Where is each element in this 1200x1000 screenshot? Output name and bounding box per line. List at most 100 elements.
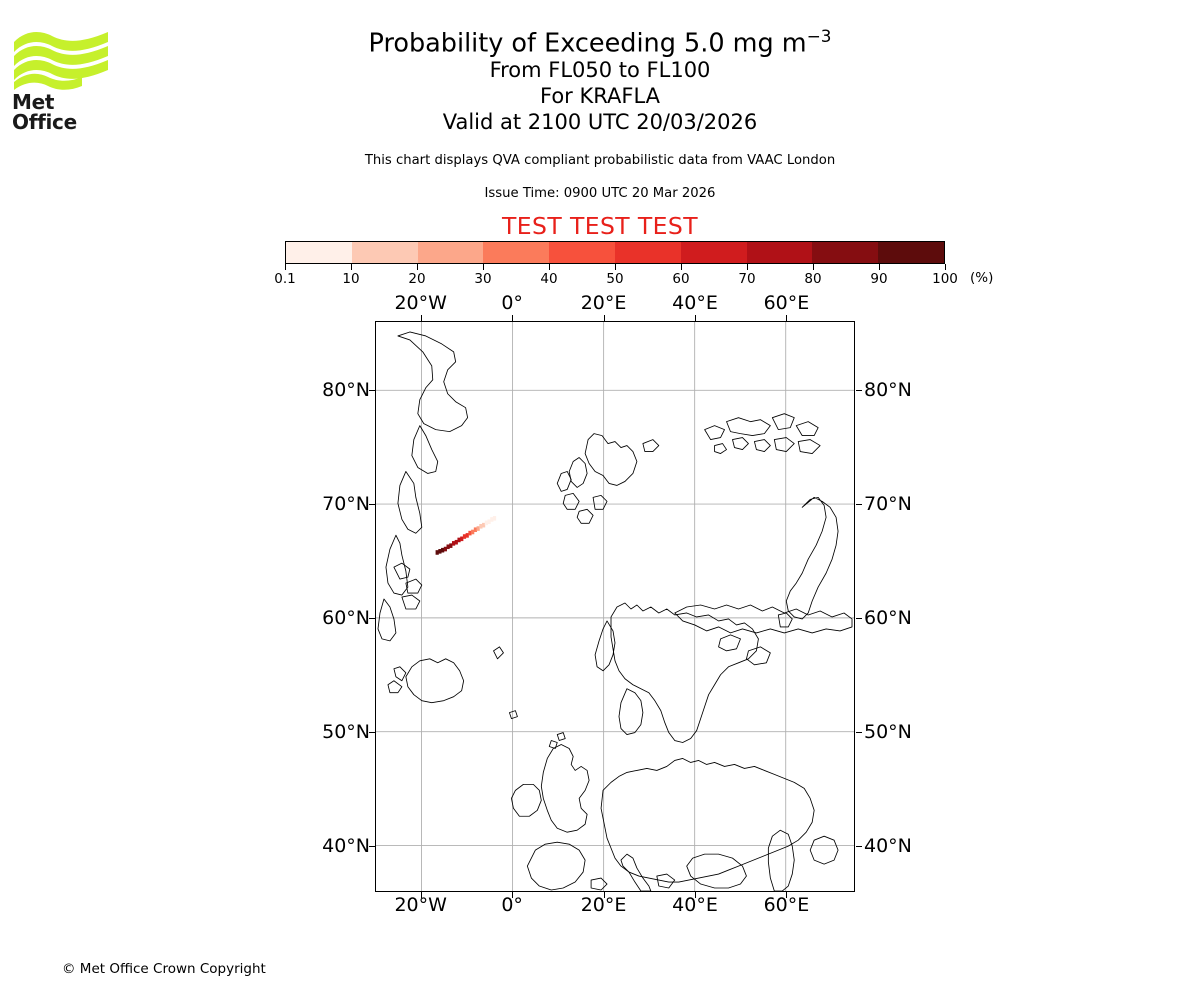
colorbar-swatch-0 <box>286 242 352 263</box>
colorbar-label-40: 40 <box>540 271 558 287</box>
lon-tick-bottom-20 <box>603 892 605 898</box>
lat-tick-right-70 <box>856 503 862 505</box>
colorbar-swatch-4 <box>549 242 615 263</box>
plume-cell-0 <box>435 550 439 555</box>
lat-tick-left-70 <box>369 503 375 505</box>
colorbar-tick-100 <box>945 264 946 270</box>
colorbar-tick-60 <box>681 264 682 270</box>
colorbar-swatch-2 <box>417 242 484 263</box>
lon-tick-top-40 <box>695 315 696 321</box>
lat-label-right-40: 40°N <box>864 835 912 858</box>
colorbar-swatch-3 <box>483 242 550 263</box>
colorbar-tick-20 <box>417 264 418 270</box>
lon-label-bottom-0: 0° <box>501 894 523 916</box>
lat-label-left-50: 50°N <box>322 721 370 744</box>
lon-label-bottom-40: 40°E <box>672 894 718 916</box>
colorbar-label-90: 90 <box>870 271 888 287</box>
page-title: Probability of Exceeding 5.0 mg m−3 <box>0 28 1200 57</box>
plume-cell-21 <box>492 516 497 521</box>
plume-cell-18 <box>484 520 488 526</box>
colorbar-swatch-9 <box>878 242 944 263</box>
map-coastlines <box>377 331 853 891</box>
lon-label-top--20: 20°W <box>394 292 447 314</box>
colorbar-unit-label: (%) <box>970 270 994 286</box>
note-issue-time: Issue Time: 0900 UTC 20 Mar 2026 <box>484 186 716 202</box>
ash-plume-overlay <box>435 516 497 555</box>
colorbar-tick-90 <box>879 264 880 270</box>
plume-cell-11 <box>465 533 469 538</box>
colorbar-tick-50 <box>615 264 616 270</box>
lon-label-bottom-60: 60°E <box>763 894 810 916</box>
plume-cell-20 <box>490 517 494 522</box>
lat-label-right-50: 50°N <box>864 721 912 744</box>
colorbar-tick-70 <box>747 264 748 270</box>
colorbar-label-20: 20 <box>408 271 426 287</box>
lat-label-left-80: 80°N <box>322 378 370 401</box>
colorbar-label-10: 10 <box>342 271 360 287</box>
plume-cell-10 <box>462 534 467 539</box>
colorbar-tick-10 <box>351 264 352 270</box>
plume-cell-15 <box>476 526 480 531</box>
title-valid-time: Valid at 2100 UTC 20/03/2026 <box>442 110 758 134</box>
lat-label-right-70: 70°N <box>864 492 912 515</box>
lon-label-bottom--20: 20°W <box>394 894 447 916</box>
page-title-exponent: −3 <box>806 26 832 46</box>
met-office-wave-icon <box>14 32 108 90</box>
probability-colorbar: 0.1 10 20 30 40 50 60 70 80 90 100 <box>274 241 958 287</box>
lon-label-top-40: 40°E <box>672 292 718 314</box>
lat-label-right-80: 80°N <box>864 378 912 401</box>
colorbar-swatch-1 <box>351 242 418 263</box>
title-flight-levels: From FL050 to FL100 <box>489 58 711 82</box>
lat-tick-right-60 <box>856 617 862 619</box>
copyright-notice: © Met Office Crown Copyright <box>62 961 266 977</box>
colorbar-label-70: 70 <box>738 271 756 287</box>
lon-tick-bottom-0 <box>512 892 514 898</box>
plume-cell-1 <box>438 549 442 554</box>
chart-title-block: Probability of Exceeding 5.0 mg m−3 From… <box>0 0 1200 241</box>
map-gridlines <box>376 322 854 891</box>
colorbar-label-80: 80 <box>804 271 822 287</box>
colorbar-label-50: 50 <box>606 271 624 287</box>
lon-label-bottom-20: 20°E <box>580 894 627 916</box>
lat-tick-left-50 <box>369 732 375 734</box>
lat-tick-left-40 <box>369 846 375 848</box>
colorbar-tick-labels: 0.1 10 20 30 40 50 60 70 80 90 100 <box>274 271 958 287</box>
lon-label-top-20: 20°E <box>580 292 627 314</box>
lat-tick-right-40 <box>856 846 862 848</box>
plume-cell-12 <box>468 530 472 536</box>
colorbar-swatch-8 <box>812 242 879 263</box>
plume-cell-4 <box>446 544 450 550</box>
colorbar-label-100: 100 <box>932 271 958 287</box>
plume-cell-5 <box>449 543 453 548</box>
lat-label-left-40: 40°N <box>322 835 370 858</box>
lon-tick-top--20 <box>420 315 422 321</box>
plume-cell-6 <box>451 541 456 546</box>
lon-tick-bottom--20 <box>420 892 422 898</box>
colorbar-swatch-5 <box>614 242 681 263</box>
map-panel[interactable] <box>375 321 855 892</box>
lon-tick-top-60 <box>786 315 788 321</box>
colorbar-label-30: 30 <box>474 271 492 287</box>
colorbar-swatch-7 <box>746 242 813 263</box>
colorbar-ticks <box>285 264 946 270</box>
colorbar-label-60: 60 <box>672 271 690 287</box>
lat-tick-right-80 <box>856 389 862 391</box>
lon-tick-top-0 <box>512 315 514 321</box>
lat-tick-right-50 <box>856 732 862 734</box>
page-title-text: Probability of Exceeding 5.0 mg m <box>368 28 807 59</box>
lat-label-left-60: 60°N <box>322 606 370 629</box>
lon-label-top-60: 60°E <box>763 292 810 314</box>
colorbar-swatch-6 <box>680 242 747 263</box>
map-canvas <box>376 322 854 891</box>
note-qva-compliance: This chart displays QVA compliant probab… <box>364 153 836 168</box>
plume-cell-8 <box>457 537 461 543</box>
plume-cell-19 <box>487 519 491 525</box>
plume-cell-14 <box>473 527 478 532</box>
colorbar-tick-0.1 <box>285 264 286 270</box>
colorbar-label-0.1: 0.1 <box>274 271 296 287</box>
met-office-logo: Met Office <box>12 28 122 132</box>
plume-cell-16 <box>479 523 483 529</box>
lon-tick-bottom-40 <box>695 892 696 898</box>
test-banner: TEST TEST TEST <box>502 212 698 241</box>
colorbar-swatches <box>285 241 945 264</box>
